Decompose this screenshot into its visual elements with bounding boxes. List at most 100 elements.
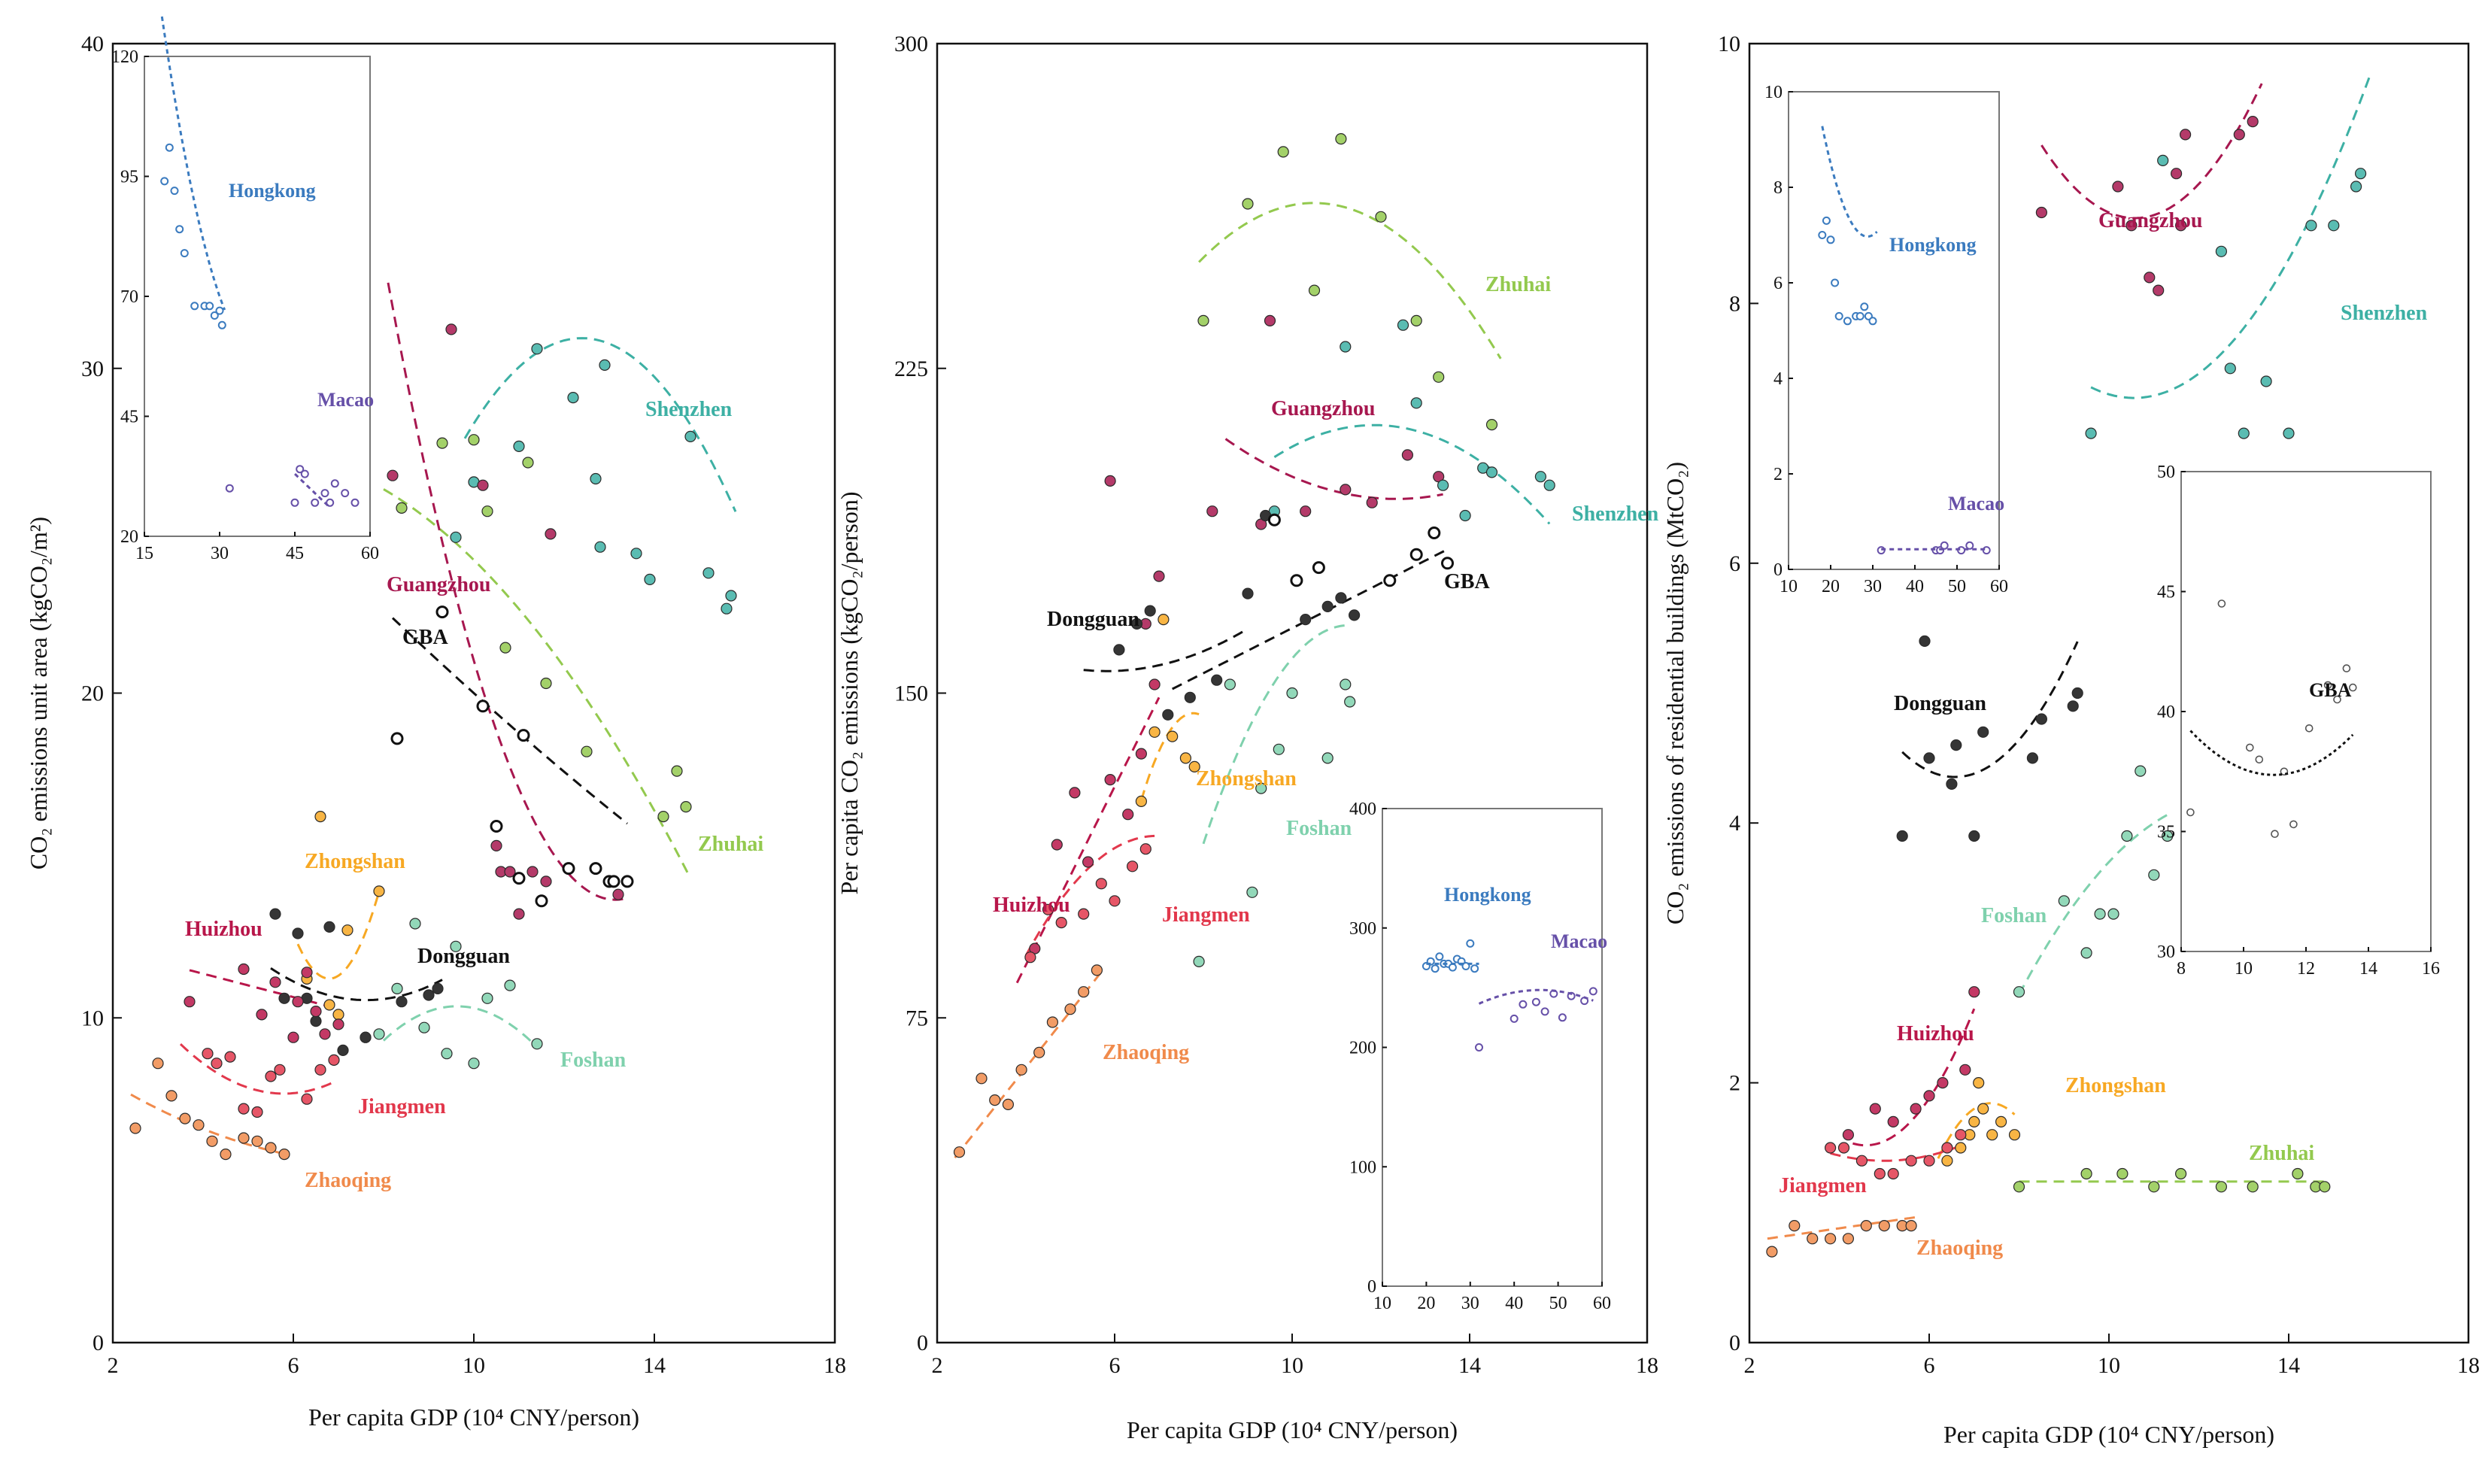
panel3-point-zhongshan [2008,1129,2021,1141]
panel3-point-shenzhen [2355,168,2367,180]
panel1-point-zhaoqing [251,1135,263,1147]
panel3-point-jiangmen [1887,1167,1899,1180]
panel3-point-jiangmen [1874,1167,1886,1180]
panel3-inset-ytick-label: 0 [1773,560,1783,580]
panel2-point-guangzhou [1264,314,1276,326]
panel2-point-gba [1267,513,1281,527]
panel2-inset-ytick-label: 400 [1349,800,1376,819]
panel2-inset-xtick-label: 50 [1549,1294,1567,1313]
panel1-inset-point-hongkong [215,306,224,315]
panel3-point-foshan [2135,765,2147,777]
panel3-point-dongguan [1896,830,1908,842]
panel1-point-guangzhou [504,866,516,878]
panel1-label-dongguan: Dongguan [417,945,510,968]
panel2-point-zhuhai [1335,133,1347,145]
panel2-inset-point-hongkong [1435,952,1444,961]
panel1-point-shenzhen [599,359,611,371]
panel3-inset-xtick-label: 10 [1780,577,1798,596]
panel1-inset-label-hongkong: Hongkong [229,180,316,202]
panel3-label-foshan: Foshan [1981,904,2047,927]
panel1-label-zhongshan: Zhongshan [305,850,405,873]
panel2-inset-point-hongkong [1470,964,1479,973]
panel2-point-foshan [1321,752,1334,764]
panel2-inset-label-macao: Macao [1551,930,1607,952]
panel2-inset-label-hongkong: Hongkong [1444,884,1531,906]
panel3-point-foshan [2107,908,2119,920]
panel3-point-shenzhen [2215,245,2227,257]
panel2-point-shenzhen [1437,479,1449,491]
panel2-point-huizhou [1135,748,1148,760]
panel1-point-shenzhen [594,541,606,553]
panel3-point-guangzhou [2175,220,2187,232]
panel3-point-zhuhai [2319,1181,2331,1193]
panel3-point-zhongshan [1968,1115,1980,1128]
panel3-inset-ytick-label: 8 [1773,178,1783,198]
panel2-point-zhaoqing [1078,986,1090,998]
panel3-point-dongguan [1968,830,1980,842]
panel1-point-gba [589,862,602,876]
panel1-point-gba [435,605,449,619]
panel3-inset2-ytick-label: 45 [2157,583,2175,602]
panel1-trend-dongguan [270,967,443,1002]
panel3-trend-guangzhou [2040,83,2263,220]
panel2-inset-ytick-label: 300 [1349,919,1376,939]
panel2-point-zhuhai [1197,314,1209,326]
panel1-point-zhuhai [657,810,669,823]
panel3-inset2-point-gba [2342,664,2351,672]
panel1-point-gba [476,700,490,713]
panel1-point-zhaoqing [265,1142,277,1154]
panel2-point-zhongshan [1135,795,1148,808]
panel1-point-foshan [468,1058,480,1070]
panel2-ytick-label: 75 [906,1006,928,1030]
panel3-point-jiangmen [1825,1142,1837,1154]
panel1-trend-zhuhai [383,488,692,879]
panel1-point-jiangmen [211,1058,223,1070]
panel2-point-huizhou [1082,856,1094,868]
panel1-point-guangzhou [387,469,399,481]
panel1-point-jiangmen [274,1064,286,1076]
panel2-inset-point-macao [1531,997,1540,1006]
panel1-point-guangzhou [612,888,624,900]
panel3-ytick-label: 8 [1729,291,1740,316]
panel1-ytick-label: 30 [81,357,104,381]
panel2-label-jiangmen: Jiangmen [1162,903,1250,927]
panel1-inset-trend-hongkong [160,16,226,311]
panel3-inset-frame [1788,91,2000,570]
panel2-point-gba [1312,561,1325,575]
panel2-inset-xtick-label: 30 [1461,1294,1479,1313]
panel1-inset-point-hongkong [160,177,169,186]
panel1-point-gba [390,732,404,745]
panel3-inset2-xtick-label: 16 [2422,959,2440,979]
panel1-point-guangzhou [513,908,525,920]
panel3-inset-point-hongkong [1855,311,1865,320]
panel3-trend-zhongshan [1937,1102,2016,1159]
panel2-point-huizhou [1104,773,1116,786]
panel3-point-jiangmen [1855,1155,1868,1167]
panel3-trend-jiangmen [1830,1143,1966,1162]
panel2-inset-point-hongkong [1466,939,1475,948]
panel2-point-zhuhai [1410,314,1422,326]
panel3-point-guangzhou [2153,284,2165,296]
panel2-inset-point-macao [1519,1000,1528,1009]
panel1-point-shenzhen [450,531,462,543]
panel1-point-dongguan [323,921,335,933]
panel1-inset-label-macao: Macao [317,389,374,411]
panel2-point-foshan [1344,696,1356,708]
panel1-label-guangzhou: Guangzhou [387,573,491,596]
panel1-point-jiangmen [301,1093,313,1105]
panel3-point-jiangmen [1923,1155,1935,1167]
panel2-point-shenzhen [1340,341,1352,353]
panel2-xtick-label: 6 [1109,1353,1121,1378]
panel1-point-gba [620,875,634,888]
panel3-label-shenzhen: Shenzhen [2341,302,2428,325]
panel3-point-huizhou [1842,1129,1854,1141]
panel3-point-guangzhou [2171,168,2183,180]
panel2-point-shenzhen [1543,479,1555,491]
panel2-point-guangzhou [1300,505,1312,517]
panel1-point-zhongshan [314,810,326,823]
panel1-xtick-label: 14 [643,1353,666,1378]
panel3-inset-point-hongkong [1860,302,1869,311]
panel3-inset-point-hongkong [1843,317,1852,326]
panel3-inset-ytick-label: 10 [1764,83,1783,102]
panel3-xtick-label: 6 [1924,1353,1935,1378]
